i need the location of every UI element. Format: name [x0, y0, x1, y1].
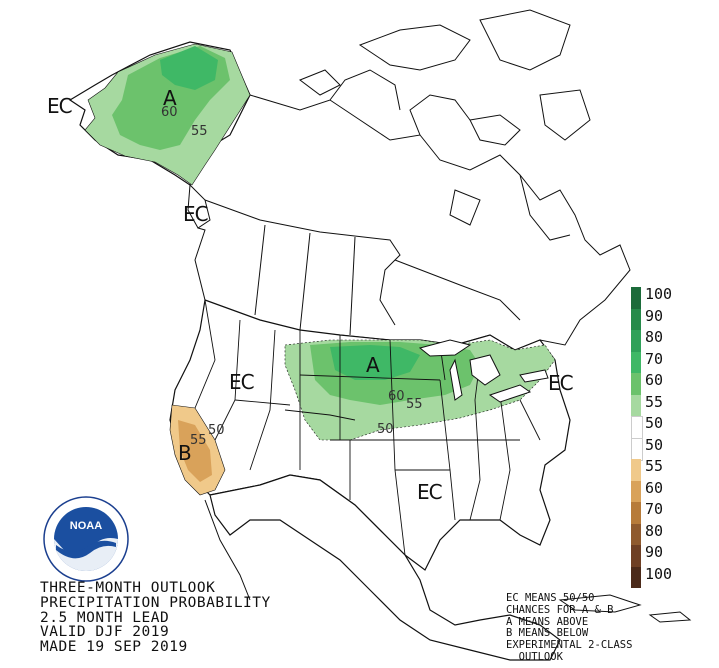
legend-row-below: 70 [631, 502, 711, 524]
probability-legend: 100 90 80 70 60 55 50 50 55 60 70 80 90 100 [631, 287, 711, 588]
legend-label: 90 [645, 306, 664, 325]
legend-swatch [631, 480, 641, 502]
legend-row-below: 100 [631, 564, 711, 588]
legend-label: 70 [645, 349, 664, 368]
legend-row-neutral: 50 [631, 435, 711, 461]
legend-label: 90 [645, 543, 664, 561]
label-ec-alaska: EC [47, 94, 73, 118]
legend-swatch [631, 566, 641, 588]
plains-above-70 [330, 345, 420, 380]
label-b-california: B [178, 441, 192, 465]
canada [194, 9, 631, 351]
legend-swatch [631, 523, 641, 545]
legend-label: 50 [645, 414, 664, 432]
legend-row-above: 55 [631, 392, 711, 416]
label-ec-east: EC [548, 371, 574, 395]
great-lakes [418, 339, 549, 403]
outlook-title: THREE-MONTH OUTLOOK PRECIPITATION PROBAB… [40, 581, 271, 655]
california-below-60 [178, 420, 212, 482]
legend-label: 80 [645, 328, 664, 346]
note-line-3: A MEANS ABOVE [506, 615, 589, 628]
alaska [68, 41, 251, 229]
note-line-2: CHANCES FOR A & B [506, 603, 614, 616]
legend-swatch [631, 459, 641, 481]
alaska-above-70 [160, 46, 218, 90]
contour-ca-55: 55 [190, 433, 207, 448]
label-a-plains: A [366, 353, 380, 377]
legend-swatch [631, 287, 641, 309]
legend-row-below: 55 [631, 459, 711, 481]
label-ec-bc: EC [183, 202, 209, 226]
contour-plains-50: 50 [377, 422, 394, 437]
legend-row-above: 80 [631, 330, 711, 352]
legend-row-above: 60 [631, 373, 711, 395]
title-line-4: VALID DJF 2019 [40, 624, 170, 641]
legend-row-above: 90 [631, 306, 711, 330]
legend-row-above: 100 [631, 287, 711, 309]
legend-row-neutral: 50 [631, 414, 711, 440]
legend-swatch [631, 394, 641, 416]
legend-swatch [631, 351, 641, 373]
legend-label: 60 [645, 478, 664, 497]
legend-label: 55 [645, 392, 664, 411]
legend-label: 55 [645, 457, 664, 475]
title-line-5: MADE 19 SEP 2019 [40, 639, 188, 656]
legend-row-below: 80 [631, 521, 711, 545]
legend-label: 80 [645, 521, 664, 540]
mexico [209, 474, 561, 661]
contour-plains-55: 55 [406, 397, 423, 412]
legend-row-above: 70 [631, 349, 711, 373]
contour-plains-60: 60 [388, 389, 405, 404]
noaa-logo-text: NOAA [70, 520, 102, 532]
legend-row-below: 90 [631, 545, 711, 567]
title-line-3: 2.5 MONTH LEAD [40, 609, 170, 626]
noaa-logo: NOAA [43, 496, 129, 582]
legend-label: 100 [645, 285, 673, 303]
legend-label: 60 [645, 371, 664, 389]
legend-swatch [631, 502, 641, 524]
label-ec-west: EC [229, 370, 255, 394]
label-ec-south: EC [417, 480, 443, 504]
label-a-alaska: A [163, 86, 177, 110]
legend-swatch [631, 330, 641, 352]
title-line-1: THREE-MONTH OUTLOOK [40, 580, 216, 596]
note-line-4: B MEANS BELOW [506, 627, 589, 640]
legend-swatch [631, 416, 643, 440]
legend-swatch [631, 308, 641, 330]
contour-ca-50: 50 [208, 423, 225, 438]
note-line-1: EC MEANS 50/50 [506, 592, 595, 604]
legend-label: 70 [645, 500, 664, 518]
note-line-6: OUTLOOK [506, 650, 563, 663]
legend-swatch [631, 437, 643, 461]
title-line-2: PRECIPITATION PROBABILITY [40, 594, 271, 611]
note-line-5: EXPERIMENTAL 2-CLASS [506, 639, 633, 652]
legend-swatch [631, 545, 641, 567]
legend-label: 50 [645, 435, 664, 454]
legend-notes: EC MEANS 50/50 CHANCES FOR A & B A MEANS… [506, 592, 633, 664]
alaska-panhandle [187, 183, 211, 229]
legend-row-below: 60 [631, 478, 711, 502]
contour-ak-55: 55 [191, 124, 208, 139]
legend-swatch [631, 373, 641, 395]
legend-label: 100 [645, 564, 673, 583]
contour-ak-60: 60 [161, 105, 178, 120]
